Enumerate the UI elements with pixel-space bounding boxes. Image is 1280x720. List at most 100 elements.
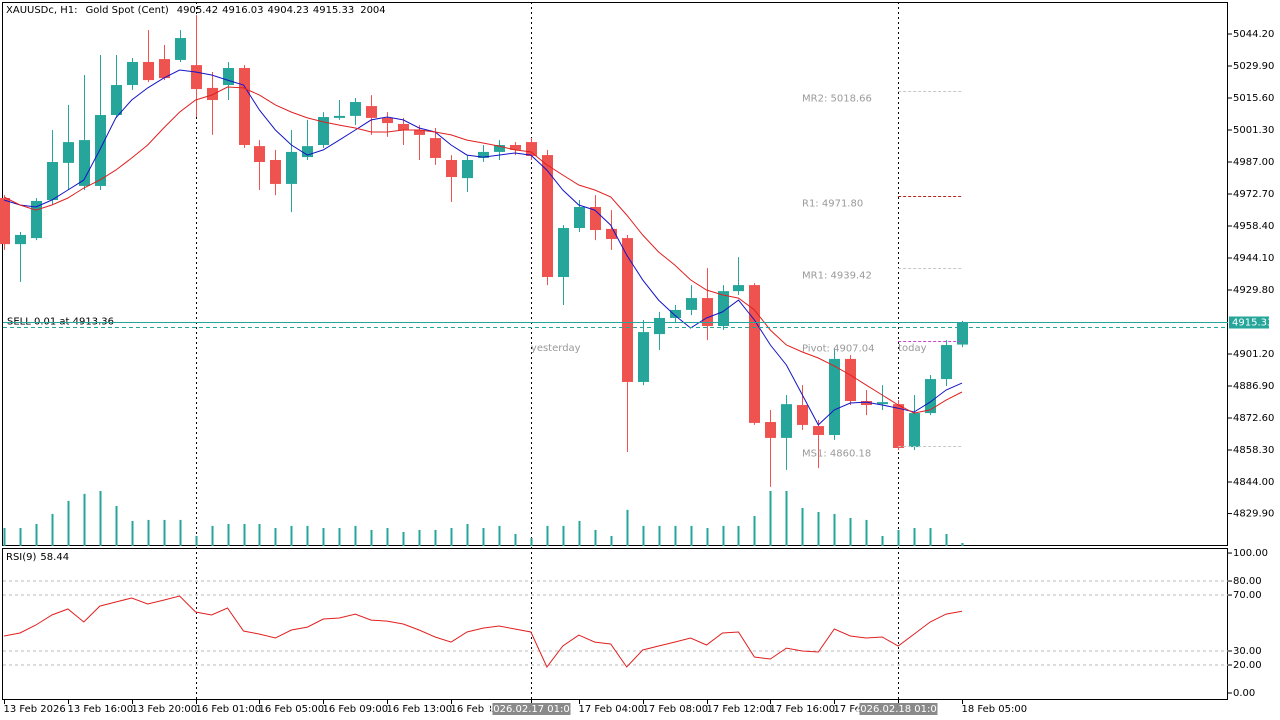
candle-body bbox=[191, 65, 202, 90]
price-box-label: 4915.33 bbox=[1232, 318, 1273, 329]
x-tick-label: 16 Feb 01:00 bbox=[196, 704, 262, 715]
candle-body bbox=[302, 146, 313, 158]
y-tick-label: 4987.00 bbox=[1233, 157, 1274, 168]
x-tick-label: 16 Feb 17:00 bbox=[451, 704, 517, 715]
candle-body bbox=[941, 345, 952, 380]
y-tick-label: 4944.10 bbox=[1233, 253, 1274, 264]
candle-body bbox=[15, 234, 26, 245]
candle-body bbox=[223, 68, 234, 86]
rsi-title: RSI(9) bbox=[6, 552, 37, 563]
candle-body bbox=[143, 61, 154, 81]
x-tick-label: 13 Feb 16:00 bbox=[68, 704, 134, 715]
candle-body bbox=[334, 115, 345, 118]
period-label: yesterday bbox=[531, 343, 581, 354]
candle-body bbox=[909, 413, 920, 448]
candle-body bbox=[845, 358, 856, 401]
candle-body bbox=[765, 422, 776, 438]
candle-body bbox=[430, 138, 441, 158]
candle-body bbox=[462, 159, 473, 179]
candle-body bbox=[670, 309, 681, 318]
main-panel bbox=[2, 2, 1228, 546]
header-close: 4915.33 bbox=[313, 5, 354, 16]
rsi-current: 58.44 bbox=[40, 552, 69, 563]
header-low: 4904.23 bbox=[267, 5, 308, 16]
symbol: XAUUSDc, H1: bbox=[6, 5, 77, 16]
x-tick-label: 16 Feb 13:00 bbox=[387, 704, 453, 715]
candle-body bbox=[414, 130, 425, 135]
y-tick-label: 4886.90 bbox=[1233, 381, 1274, 392]
candle-body bbox=[254, 146, 265, 162]
candle-body bbox=[79, 140, 90, 186]
rsi-tick-label: 80.00 bbox=[1233, 576, 1262, 587]
y-tick-label: 4901.20 bbox=[1233, 349, 1274, 360]
period-label: today bbox=[898, 343, 927, 354]
candle-body bbox=[350, 102, 361, 116]
candle-body bbox=[494, 144, 505, 152]
chart-header: XAUUSDc, H1: Gold Spot (Cent) 4905.42 4916.… bbox=[6, 5, 386, 16]
candle-body bbox=[31, 200, 42, 239]
x-tick-label: 17 Feb 04:00 bbox=[579, 704, 645, 715]
candle-body bbox=[270, 159, 281, 184]
x-tick-label: 13 Feb 20:00 bbox=[132, 704, 198, 715]
rsi-tick-label: 0.00 bbox=[1233, 688, 1255, 699]
y-tick-label: 4829.90 bbox=[1233, 509, 1274, 520]
price-box bbox=[1229, 316, 1269, 329]
candle-body bbox=[702, 298, 713, 327]
y-tick-label: 4958.40 bbox=[1233, 221, 1274, 232]
candle-body bbox=[558, 228, 569, 278]
candle-body bbox=[47, 162, 58, 201]
x-cursor-box bbox=[492, 703, 571, 715]
pivot-label: MS1: 4860.18 bbox=[802, 449, 871, 460]
y-tick-label: 5044.20 bbox=[1233, 29, 1274, 40]
candle-body bbox=[207, 87, 218, 101]
y-tick-label: 4972.70 bbox=[1233, 189, 1274, 200]
candle-body bbox=[606, 228, 617, 239]
candle-body bbox=[590, 206, 601, 231]
candle-body bbox=[366, 106, 377, 118]
candle-body bbox=[159, 59, 170, 79]
x-tick-label: 18 Feb 05:00 bbox=[962, 704, 1028, 715]
rsi-panel bbox=[2, 548, 1228, 700]
candle-body bbox=[446, 159, 457, 177]
candle-body bbox=[638, 332, 649, 382]
moving-average bbox=[3, 69, 963, 426]
candle-body bbox=[286, 151, 297, 184]
candle-body bbox=[95, 115, 106, 186]
x-tick-label: 17 Feb 16:00 bbox=[770, 704, 836, 715]
moving-average bbox=[3, 86, 963, 414]
y-tick-label: 4929.80 bbox=[1233, 285, 1274, 296]
candle-body bbox=[127, 61, 138, 86]
x-cursor-box bbox=[859, 703, 938, 715]
candle-body bbox=[478, 151, 489, 158]
candle-body bbox=[622, 238, 633, 382]
y-tick-label: 4858.30 bbox=[1233, 445, 1274, 456]
x-tick-label: 2026.02.17 01:00 bbox=[487, 704, 576, 715]
x-tick-label: 16 Feb 09:00 bbox=[323, 704, 389, 715]
candle-body bbox=[239, 68, 250, 145]
header-high: 4916.03 bbox=[222, 5, 263, 16]
pivot-label: MR1: 4939.42 bbox=[802, 271, 872, 282]
candle-body bbox=[877, 402, 888, 405]
x-tick-label: 17 Feb 08:00 bbox=[643, 704, 709, 715]
candle-body bbox=[733, 285, 744, 292]
description: Gold Spot (Cent) bbox=[85, 5, 168, 16]
candle-body bbox=[0, 198, 10, 245]
candle-body bbox=[749, 285, 760, 423]
candle-body bbox=[382, 117, 393, 124]
rsi-tick-label: 70.00 bbox=[1233, 590, 1262, 601]
header-open: 4905.42 bbox=[177, 5, 218, 16]
pivot-label: R1: 4971.80 bbox=[802, 199, 863, 210]
candle-body bbox=[718, 291, 729, 327]
candle-body bbox=[542, 155, 553, 278]
candle-body bbox=[797, 405, 808, 425]
rsi-tick-label: 100.00 bbox=[1233, 548, 1268, 559]
y-tick-label: 5001.30 bbox=[1233, 125, 1274, 136]
y-tick-label: 4872.60 bbox=[1233, 413, 1274, 424]
candle-body bbox=[957, 322, 968, 345]
y-tick-label: 4844.00 bbox=[1233, 477, 1274, 488]
candle-body bbox=[829, 358, 840, 436]
x-tick-label: 17 Feb 12:00 bbox=[707, 704, 773, 715]
